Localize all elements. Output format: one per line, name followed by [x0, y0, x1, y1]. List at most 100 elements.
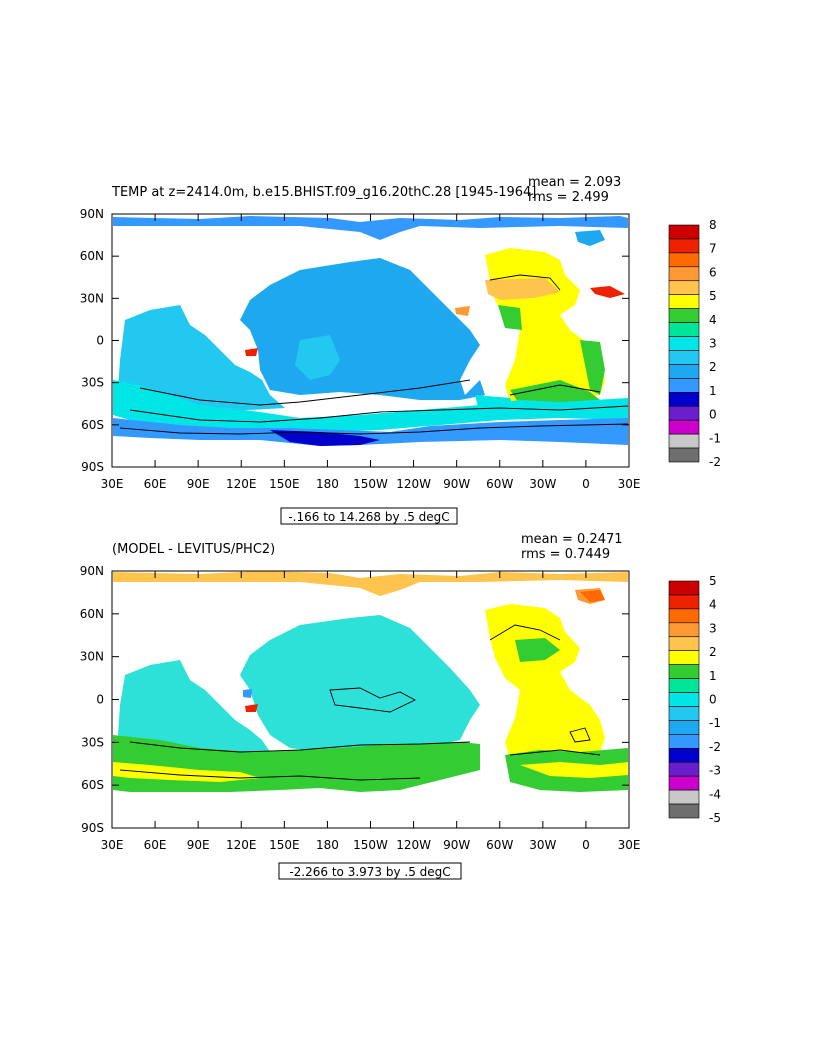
top-lat-axis: 90N 60N 30N 0 30S 60S 90S — [80, 207, 629, 474]
bottom-contour-3 — [119, 769, 421, 781]
lon-tick-label: 90E — [187, 477, 210, 491]
lon-tick-label: 150W — [353, 838, 388, 852]
colorbar-label: -5 — [709, 811, 721, 825]
lat-tick-label: 0 — [96, 693, 104, 707]
lat-tick-label: 60S — [81, 778, 104, 792]
lon-tick-label: 60W — [486, 477, 513, 491]
colorbar-swatch — [668, 789, 700, 805]
colorbar-swatch — [668, 803, 700, 819]
bottom-contour-2 — [129, 741, 471, 753]
bottom-mean: mean = 0.2471 — [521, 532, 623, 547]
lat-tick-label: 60S — [81, 418, 104, 432]
bottom-map — [113, 571, 628, 792]
colorbar-label: 3 — [709, 621, 717, 635]
colorbar-swatch — [668, 747, 700, 763]
colorbar-swatch — [668, 378, 700, 393]
maritime-region — [295, 335, 340, 380]
top-range-box — [280, 507, 458, 525]
lon-tick-label: 30E — [618, 838, 641, 852]
lon-tick-label: 120W — [396, 477, 431, 491]
colorbar-swatch — [668, 350, 700, 365]
top-panel: TEMP at z=2414.0m, b.e15.BHIST.f09_g16.2… — [80, 175, 721, 525]
lon-tick-label: 60W — [486, 838, 513, 852]
labrador-region — [575, 230, 605, 246]
lat-tick-label: 30S — [81, 735, 104, 749]
lon-tick-label: 30W — [529, 477, 556, 491]
lat-tick-label: 90S — [81, 821, 104, 835]
east-atlantic-region — [580, 340, 605, 395]
top-contour-4 — [489, 274, 561, 291]
top-contour-1 — [139, 379, 471, 406]
lat-tick-label: 30S — [81, 376, 104, 390]
colorbar-label: 3 — [709, 337, 717, 351]
colorbar-swatch — [668, 336, 700, 351]
colorbar-swatch — [668, 650, 700, 665]
lat-tick-label: 60N — [80, 607, 104, 621]
top-contour-3 — [119, 423, 629, 435]
lon-tick-label: 0 — [582, 477, 590, 491]
south-atlantic-band — [510, 380, 600, 405]
colorbar-swatch — [668, 608, 700, 624]
lat-tick-label: 90N — [80, 207, 104, 221]
top-range-label: -.166 to 14.268 by .5 degC — [288, 510, 449, 524]
lon-tick-label: 120E — [226, 838, 257, 852]
colorbar-swatch — [668, 664, 700, 679]
colorbar-swatch — [668, 433, 700, 449]
lon-tick-label: 150E — [269, 477, 300, 491]
south-atlantic-yellow-patch — [520, 762, 628, 778]
colorbar-swatch — [668, 447, 700, 463]
colorbar-label: 4 — [709, 313, 717, 327]
colorbar-label: 1 — [709, 669, 717, 683]
colorbar-swatch — [668, 761, 700, 777]
lon-tick-label: 60E — [144, 477, 167, 491]
colorbar-label: -2 — [709, 740, 721, 754]
lon-tick-label: 0 — [582, 838, 590, 852]
atlantic-region — [485, 248, 605, 402]
colorbar-label: 7 — [709, 242, 717, 256]
lon-tick-label: 30E — [618, 477, 641, 491]
colorbar-label: -1 — [709, 716, 721, 730]
colorbar-swatch — [668, 419, 700, 435]
lon-tick-label: 90W — [443, 838, 470, 852]
colorbar-label: 2 — [709, 645, 717, 659]
lat-tick-label: 30N — [80, 650, 104, 664]
colorbar-label: 0 — [709, 408, 717, 422]
colorbar-swatch — [668, 720, 700, 735]
bottom-contour-4 — [489, 624, 561, 641]
lat-tick-label: 30N — [80, 291, 104, 305]
colorbar-label: -4 — [709, 787, 721, 801]
colorbar-swatch — [668, 636, 700, 652]
lon-tick-label: 30W — [529, 838, 556, 852]
lon-tick-label: 150E — [269, 838, 300, 852]
bottom-colorbar: 5 4 3 2 1 0 -1 -2 -3 -4 -5 — [668, 574, 721, 825]
colorbar-swatch — [668, 308, 700, 323]
gulf-patch — [455, 306, 470, 316]
pacific-region — [240, 258, 485, 400]
lat-tick-label: 90N — [80, 564, 104, 578]
top-mean: mean = 2.093 — [528, 175, 621, 190]
top-contour-2 — [129, 405, 629, 423]
lon-tick-label: 180 — [316, 838, 339, 852]
top-contour-5 — [509, 384, 601, 396]
colorbar-label: 2 — [709, 360, 717, 374]
colorbar-swatch — [668, 706, 700, 721]
pacific-diff-region — [240, 615, 480, 752]
colorbar-label: -1 — [709, 431, 721, 445]
red-sea-diff-patch — [243, 689, 252, 698]
colorbar-swatch — [668, 391, 700, 407]
colorbar-swatch — [668, 734, 700, 749]
bottom-title: (MODEL - LEVITUS/PHC2) — [112, 542, 275, 557]
lon-tick-label: 120W — [396, 838, 431, 852]
colorbar-swatch — [668, 322, 700, 337]
gulf-diff-patch — [245, 704, 258, 712]
colorbar-label: 0 — [709, 693, 717, 707]
colorbar-label: 5 — [709, 289, 717, 303]
top-title: TEMP at z=2414.0m, b.e15.BHIST.f09_g16.2… — [111, 185, 536, 200]
bottom-range-label: -2.266 to 3.973 by .5 degC — [289, 865, 450, 879]
colorbar-swatch — [668, 580, 700, 596]
colorbar-label: 4 — [709, 598, 717, 612]
bottom-lon-axis: 30E 60E 90E 120E 150E 180 150W 120W 90W 60W 30W 0 30… — [101, 571, 641, 852]
colorbar-swatch — [668, 224, 700, 240]
southern-ocean-upper-band — [113, 380, 628, 432]
